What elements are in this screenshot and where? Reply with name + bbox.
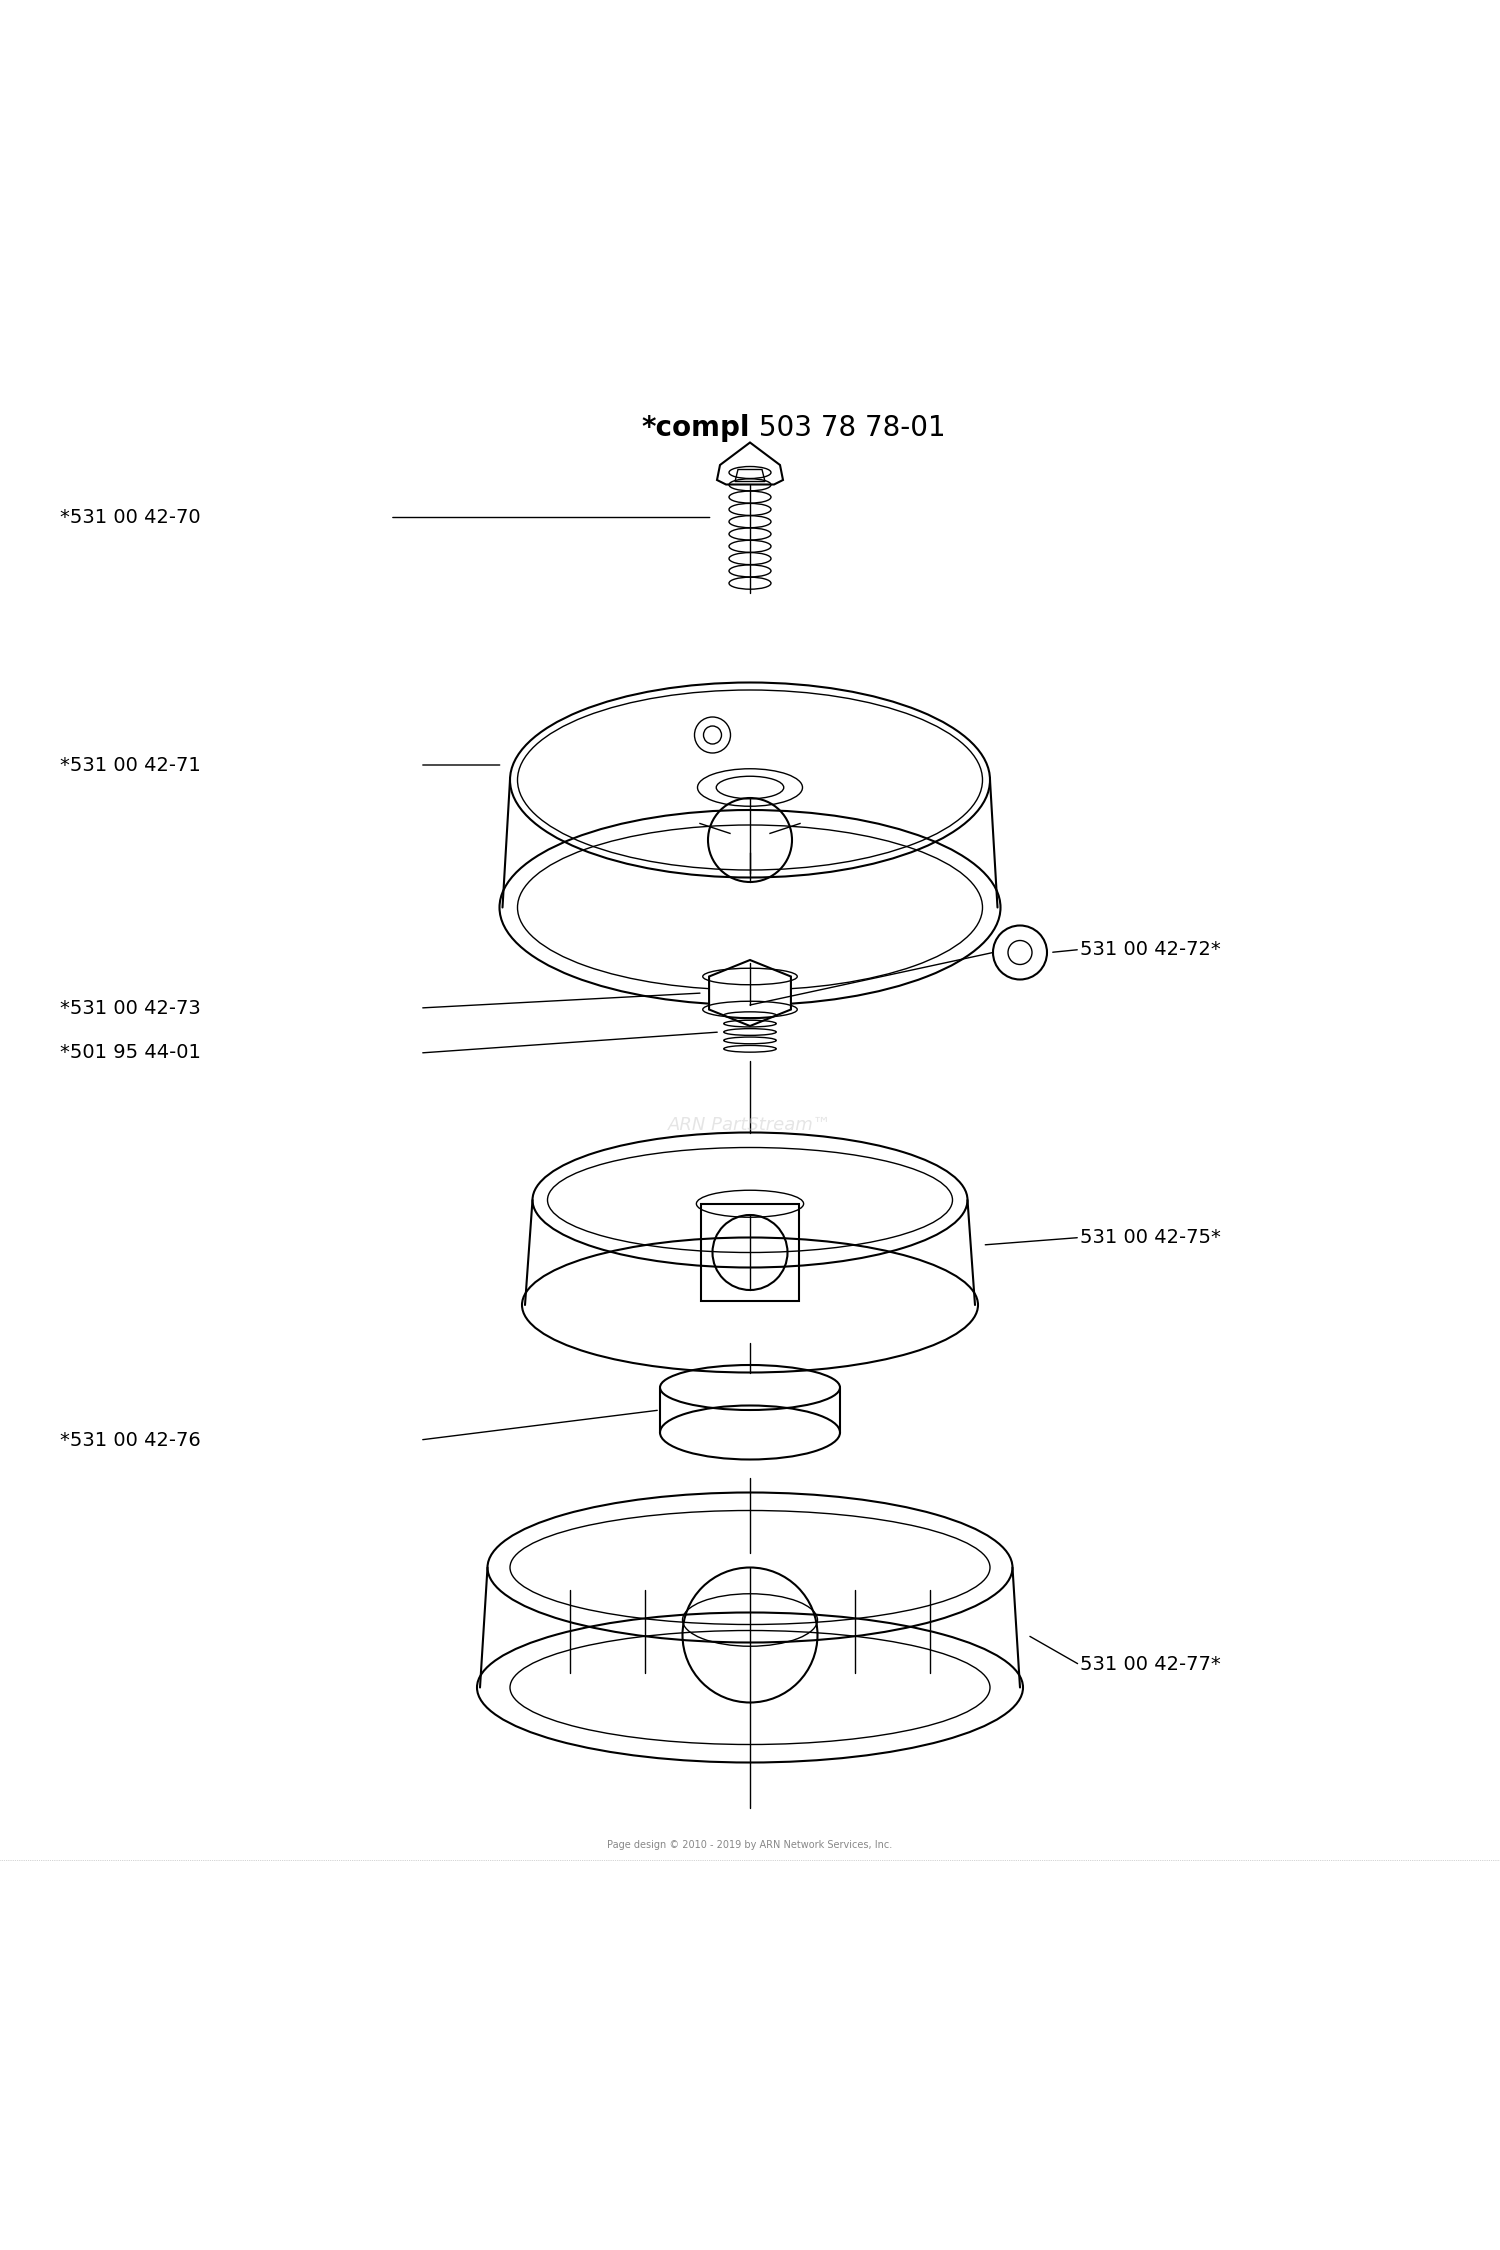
Text: ARN PartStream™: ARN PartStream™ <box>668 1116 832 1134</box>
Text: *531 00 42-73: *531 00 42-73 <box>60 999 201 1017</box>
Text: *501 95 44-01: *501 95 44-01 <box>60 1044 201 1062</box>
Text: Page design © 2010 - 2019 by ARN Network Services, Inc.: Page design © 2010 - 2019 by ARN Network… <box>608 1840 892 1849</box>
Text: *531 00 42-70: *531 00 42-70 <box>60 508 201 526</box>
Text: 531 00 42-72*: 531 00 42-72* <box>1080 940 1221 958</box>
Text: 531 00 42-77*: 531 00 42-77* <box>1080 1656 1221 1674</box>
Text: *531 00 42-76: *531 00 42-76 <box>60 1431 201 1449</box>
Polygon shape <box>735 470 765 482</box>
Text: 531 00 42-75*: 531 00 42-75* <box>1080 1228 1221 1246</box>
Bar <box>700 1204 798 1300</box>
Polygon shape <box>717 443 783 484</box>
Polygon shape <box>710 961 791 1026</box>
Text: *531 00 42-71: *531 00 42-71 <box>60 756 201 774</box>
Text: 503 78 78-01: 503 78 78-01 <box>750 414 945 441</box>
Text: *compl: *compl <box>642 414 750 441</box>
